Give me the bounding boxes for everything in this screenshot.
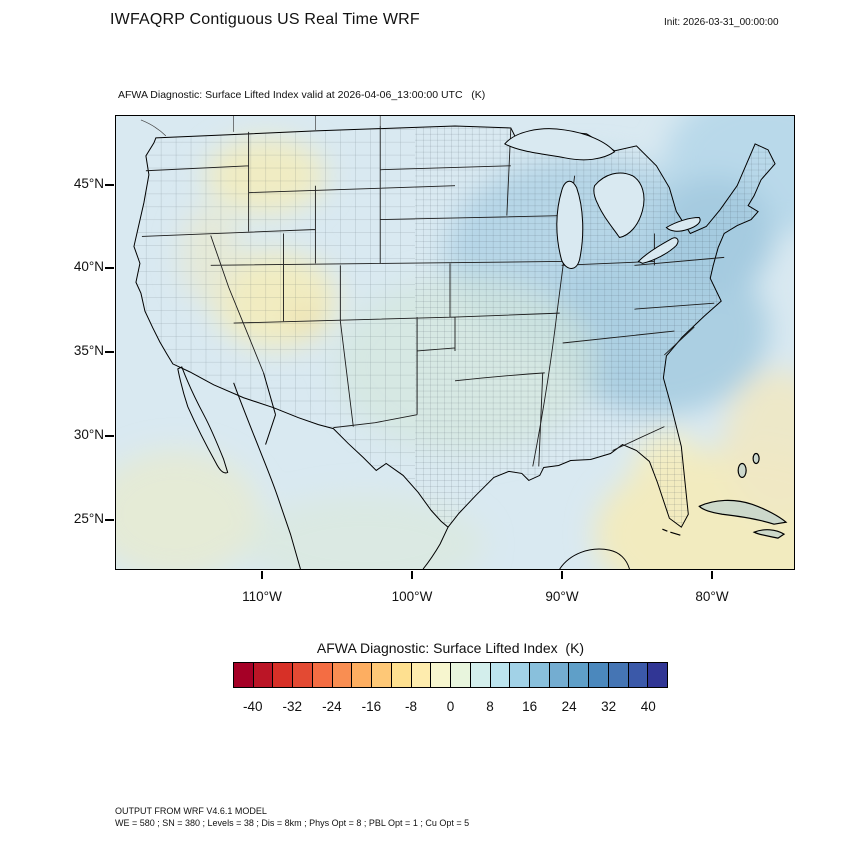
lon-tick-mark — [411, 571, 413, 579]
colorbar-segment — [568, 663, 589, 687]
colorbar-segment — [410, 663, 431, 687]
lon-tick-mark — [561, 571, 563, 579]
lon-tick-label: 110°W — [242, 589, 282, 604]
lon-tick-mark — [711, 571, 713, 579]
colorbar-segment — [647, 663, 668, 687]
colorbar-tick-label: 32 — [601, 699, 617, 714]
model-output-line: OUTPUT FROM WRF V4.6.1 MODEL — [115, 806, 267, 816]
colorbar-tick-label: 8 — [486, 699, 494, 714]
colorbar-tick-label: 16 — [522, 699, 538, 714]
colorbar-tick-label: 0 — [446, 699, 455, 714]
colorbar-segment — [548, 663, 569, 687]
colorbar-segment — [509, 663, 530, 687]
lat-tick-mark — [105, 184, 114, 186]
colorbar-tick-label: -40 — [243, 699, 263, 714]
map-subtitle: AFWA Diagnostic: Surface Lifted Index va… — [118, 89, 486, 101]
map-panel — [115, 115, 795, 570]
lat-tick-mark — [105, 267, 114, 269]
lat-tick-mark — [105, 435, 114, 437]
lon-tick-label: 90°W — [545, 589, 579, 604]
canada-borders — [140, 116, 381, 137]
colorbar-segment — [489, 663, 510, 687]
colorbar-segment — [529, 663, 549, 687]
colorbar-tick-label: -16 — [361, 699, 382, 714]
colorbar-segment — [627, 663, 648, 687]
lon-tick-mark — [261, 571, 263, 579]
page-title: IWFAQRP Contiguous US Real Time WRF — [110, 11, 420, 28]
colorbar-ticks: -40 -32 -24 -16 -8 0 8 16 24 32 40 — [233, 699, 668, 717]
lat-tick-mark — [105, 519, 114, 521]
colorbar-segment — [607, 663, 628, 687]
colorbar-title: AFWA Diagnostic: Surface Lifted Index (K… — [316, 640, 585, 656]
colorbar-segment — [588, 663, 608, 687]
colorbar-segment — [430, 663, 451, 687]
lat-tick-label: 35°N — [73, 343, 104, 358]
cuba-islands — [662, 452, 788, 539]
lon-tick-label: 100°W — [391, 589, 433, 604]
colorbar-tick-label: -8 — [404, 699, 417, 714]
colorbar-segment — [311, 663, 332, 687]
lat-tick-mark — [105, 351, 114, 353]
model-config-line: WE = 580 ; SN = 380 ; Levels = 38 ; Dis … — [115, 818, 470, 828]
colorbar-segment — [252, 663, 273, 687]
colorbar-segment — [469, 663, 490, 687]
colorbar-tick-label: 24 — [561, 699, 577, 714]
colorbar-tick-label: -24 — [322, 699, 342, 714]
colorbar — [233, 662, 668, 688]
conus-map — [116, 116, 794, 569]
colorbar-segment — [331, 663, 352, 687]
lat-tick-label: 30°N — [73, 427, 104, 442]
colorbar-segment — [390, 663, 411, 687]
colorbar-segment — [272, 663, 293, 687]
colorbar-segment — [371, 663, 391, 687]
init-time-label: Init: 2026-03-31_00:00:00 — [664, 17, 779, 28]
lon-tick-label: 80°W — [695, 589, 729, 604]
colorbar-segment — [234, 663, 253, 687]
mexico-coastlines — [177, 366, 630, 569]
colorbar-segment — [292, 663, 312, 687]
lat-tick-label: 25°N — [73, 511, 104, 526]
colorbar-segment — [351, 663, 372, 687]
colorbar-tick-label: 40 — [640, 699, 656, 714]
colorbar-tick-label: -32 — [282, 699, 303, 714]
lat-tick-label: 45°N — [73, 176, 104, 191]
lat-tick-label: 40°N — [73, 259, 104, 274]
great-lakes — [504, 128, 701, 269]
colorbar-segment — [450, 663, 470, 687]
